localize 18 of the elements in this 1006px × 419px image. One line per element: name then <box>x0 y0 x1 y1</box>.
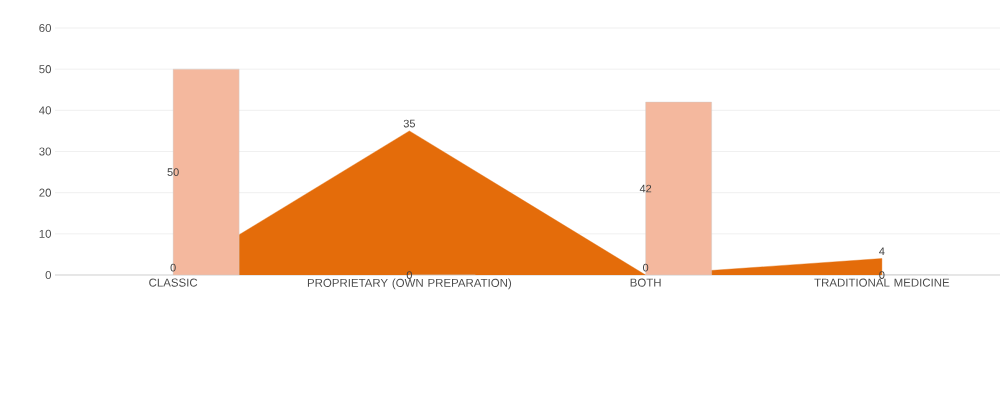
data-label: 0 <box>879 271 885 279</box>
x-tick-label: CLASSIC <box>149 278 198 287</box>
y-tick-label: 50 <box>39 65 52 74</box>
data-label: 4 <box>879 247 885 256</box>
y-tick-label: 30 <box>39 147 52 156</box>
data-label: 35 <box>403 119 415 128</box>
x-tick-label: PROPRIETARY (OWN PREPARATION) <box>307 278 512 290</box>
y-tick-label: 60 <box>39 23 52 33</box>
x-tick-label: BOTH <box>630 278 661 287</box>
data-label: 0 <box>170 263 176 272</box>
data-label: 50 <box>167 168 179 176</box>
y-tick-label: 20 <box>39 188 52 197</box>
x-tick-label: TRADITIONAL MEDICINE <box>814 278 950 287</box>
data-label: 0 <box>643 263 649 272</box>
data-label: 42 <box>639 184 652 193</box>
y-tick-label: 0 <box>45 270 52 280</box>
y-tick-label: 40 <box>39 106 52 115</box>
y-tick-label: 10 <box>39 229 52 238</box>
